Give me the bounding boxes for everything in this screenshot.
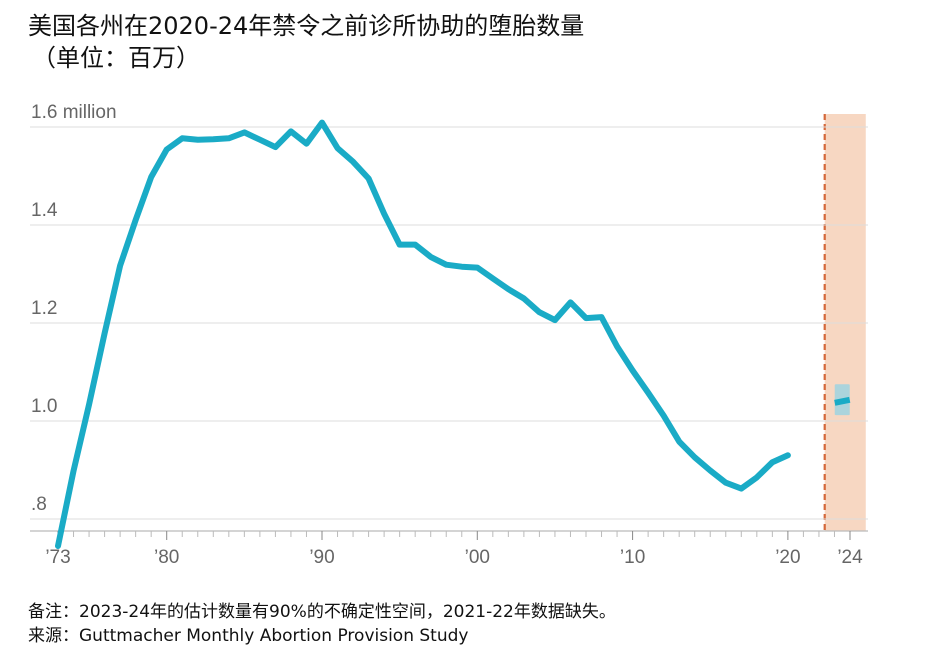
- x-tick-label: ’90: [309, 547, 334, 568]
- y-tick-label: 1.6 million: [31, 102, 117, 123]
- footnote-note: 备注：2023-24年的估计数量有90%的不确定性空间，2021-22年数据缺失…: [28, 602, 616, 622]
- y-tick-label: 1.0: [31, 396, 57, 417]
- x-tick-label: ’80: [154, 547, 179, 568]
- footnote-source: 来源：Guttmacher Monthly Abortion Provision…: [28, 626, 469, 646]
- estimate-layer: [834, 384, 851, 416]
- x-tick-label: ’00: [465, 547, 490, 568]
- chart-title-line2: （单位：百万）: [32, 44, 200, 72]
- chart-title-line1: 美国各州在2020-24年禁令之前诊所协助的堕胎数量: [28, 12, 585, 40]
- estimate-mark: [834, 396, 851, 406]
- series-layer: [55, 119, 791, 549]
- x-tick-label: ’73: [45, 547, 70, 568]
- gridlines: [30, 126, 868, 520]
- x-tick-label: ’24: [837, 547, 863, 568]
- y-axis-labels: 1.6 million 1.4 1.2 1.0 .8: [31, 102, 117, 515]
- y-tick-label: 1.2: [31, 298, 57, 319]
- y-tick-label: .8: [31, 494, 47, 515]
- x-tick-label: ’20: [775, 547, 800, 568]
- x-tick-label: ’10: [620, 547, 645, 568]
- chart-title: 美国各州在2020-24年禁令之前诊所协助的堕胎数量 （单位：百万）: [28, 10, 584, 74]
- y-tick-label: 1.4: [31, 200, 58, 221]
- x-axis: ’73 ’80 ’90 ’00 ’10 ’20 ’24: [30, 530, 868, 568]
- series-line: [55, 119, 791, 549]
